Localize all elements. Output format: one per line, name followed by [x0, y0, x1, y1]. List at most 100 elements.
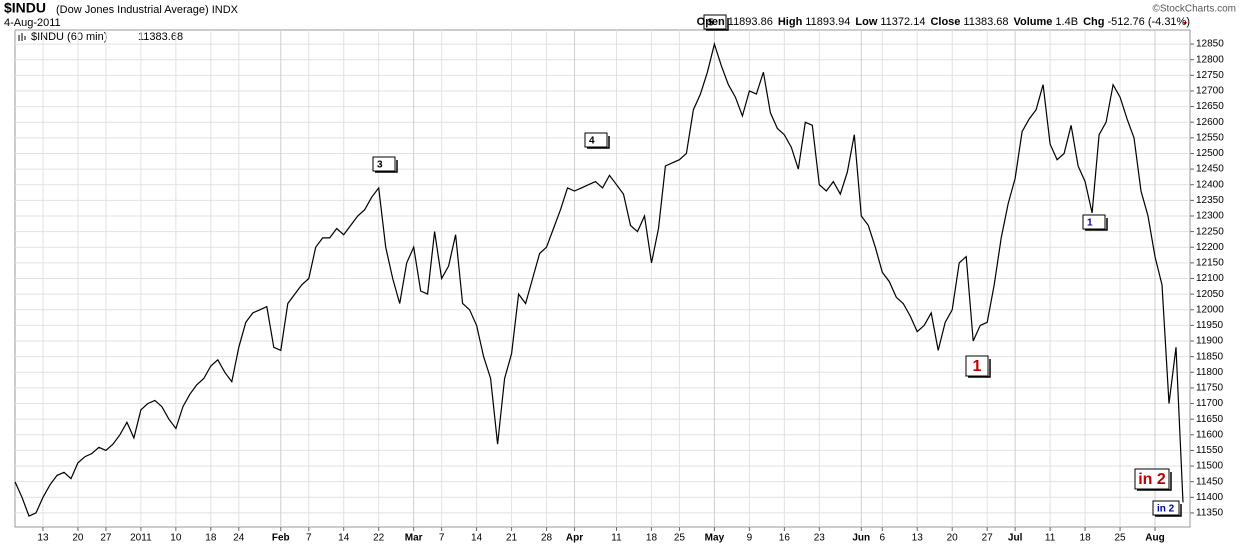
stat-value: 11893.86	[727, 16, 773, 28]
wave-label-shadow	[375, 160, 398, 173]
y-tick-label: 12600	[1196, 117, 1224, 128]
x-tick-label: 9	[747, 533, 753, 544]
y-tick-label: 11850	[1196, 351, 1224, 362]
stat-value: 11372.14	[880, 16, 926, 28]
wave-label-text: 3	[377, 160, 383, 171]
down-arrow	[1183, 22, 1187, 25]
x-tick-label: 16	[779, 533, 791, 544]
wave-label-text: 5	[708, 18, 714, 29]
y-tick-label: 12650	[1196, 101, 1224, 112]
x-tick-label: 11	[611, 533, 622, 544]
x-tick-label: 27	[982, 533, 994, 544]
x-tick-label: Feb	[272, 533, 290, 544]
stat-label: Volume	[1013, 16, 1053, 28]
x-tick-label: 6	[879, 533, 885, 544]
y-tick-label: 11400	[1196, 492, 1224, 503]
wave-label-box	[372, 156, 396, 172]
x-tick-label: Jul	[1008, 533, 1023, 544]
stat-label: High	[777, 16, 803, 28]
x-tick-label: Apr	[566, 533, 583, 544]
y-tick-label: 11900	[1196, 336, 1224, 347]
legend-last-value: 11383.68	[138, 31, 183, 43]
stats: Open 11893.86 High 11893.94 Low 11372.14 Close…	[692, 16, 1190, 28]
x-tick-label: 23	[814, 533, 826, 544]
y-tick-label: 11600	[1196, 429, 1224, 440]
price-line	[14, 41, 1184, 517]
x-tick-label: 14	[471, 533, 483, 544]
stat-value: 1.4B	[1055, 16, 1079, 28]
wave-label-shadow	[587, 136, 610, 149]
y-tick-label: 11650	[1196, 414, 1224, 425]
wave-label-text: in 2	[1157, 504, 1175, 515]
wave-label: in 2	[1152, 500, 1182, 517]
wave-label-box	[1152, 500, 1180, 516]
wave-label-shadow	[1085, 218, 1108, 231]
y-tick-label: 11800	[1196, 367, 1224, 378]
x-tick-label: 27	[100, 533, 112, 544]
x-tick-label: 18	[646, 533, 658, 544]
y-tick-label: 11750	[1196, 383, 1224, 394]
y-tick-label: 11450	[1196, 476, 1224, 487]
wave-label-text: 1	[1087, 218, 1093, 229]
y-tick-label: 11500	[1196, 461, 1224, 472]
x-tick-label: 28	[541, 533, 553, 544]
x-tick-label: May	[705, 533, 725, 544]
wave-label-shadow	[706, 18, 729, 31]
y-tick-label: 12300	[1196, 211, 1224, 222]
x-tick-label: 13	[37, 533, 49, 544]
stat-label: Low	[855, 16, 878, 28]
wave-label-shadow	[1155, 504, 1182, 517]
wave-label-box	[584, 132, 608, 148]
wave-label: 1	[965, 355, 991, 378]
x-tick-label: 21	[506, 533, 518, 544]
wave-label: 4	[584, 132, 610, 149]
wave-label: 5	[703, 14, 729, 31]
stat-value: 11893.94	[805, 16, 851, 28]
wave-label: 1	[1082, 214, 1108, 231]
legend-icon	[18, 33, 26, 41]
wave-label-shadow	[1137, 472, 1172, 491]
x-tick-label: 13	[912, 533, 924, 544]
y-tick-label: 12150	[1196, 258, 1224, 269]
x-tick-label: 20	[72, 533, 84, 544]
x-tick-label: 11	[1045, 533, 1056, 544]
grid	[15, 30, 1190, 527]
wave-label-text: 1	[973, 358, 982, 375]
y-tick-label: 11700	[1196, 398, 1224, 409]
wave-label-text: in 2	[1138, 471, 1166, 488]
wave-label-text: 4	[589, 136, 595, 147]
y-tick-label: 12500	[1196, 148, 1224, 159]
wave-label-box	[703, 14, 727, 30]
stat-value: -512.76 (-4.31%)	[1107, 16, 1190, 28]
x-tick-label: Mar	[405, 533, 423, 544]
wave-label: in 2	[1134, 468, 1172, 491]
symbol: $INDU	[4, 0, 46, 16]
y-tick-label: 12800	[1196, 54, 1224, 65]
y-tick-label: 12050	[1196, 289, 1224, 300]
x-tick-label: Jun	[852, 533, 870, 544]
y-tick-label: 12450	[1196, 164, 1224, 175]
wave-label-box	[1082, 214, 1106, 230]
y-tick-label: 12350	[1196, 195, 1224, 206]
legend: $INDU (60 min) 11383.68	[18, 31, 183, 43]
x-tick-label: 25	[1114, 533, 1126, 544]
stat-label: Chg	[1083, 16, 1105, 28]
x-tick-label: 14	[338, 533, 350, 544]
x-tick-label: 18	[205, 533, 217, 544]
y-tick-label: 12400	[1196, 179, 1224, 190]
stat-label: Open	[696, 16, 725, 28]
x-tick-label: 18	[1080, 533, 1092, 544]
wave-label-shadow	[968, 359, 991, 378]
y-tick-label: 11950	[1196, 320, 1224, 331]
y-tick-label: 12000	[1196, 304, 1224, 315]
x-tick-label: 7	[306, 533, 312, 544]
y-tick-label: 12200	[1196, 242, 1224, 253]
x-tick-label: 25	[674, 533, 686, 544]
source: ©StockCharts.com	[1152, 4, 1236, 15]
stat-value: 11383.68	[963, 16, 1009, 28]
x-tick-label: 22	[373, 533, 385, 544]
wave-label-box	[1134, 468, 1170, 490]
x-tick-label: Aug	[1145, 533, 1164, 544]
y-tick-label: 11350	[1196, 508, 1224, 519]
